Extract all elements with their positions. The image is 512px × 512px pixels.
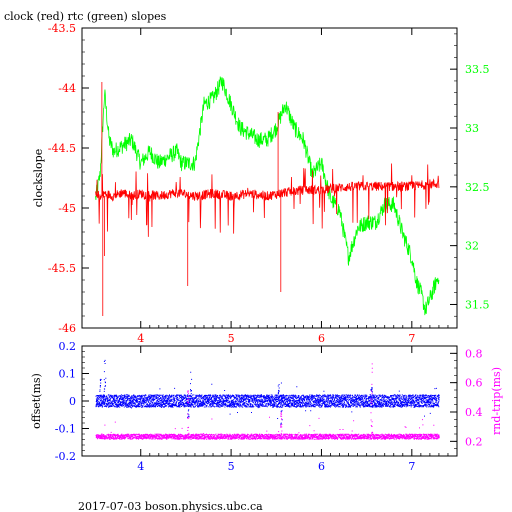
bottom-y-tick-label-left: 0.1 xyxy=(59,368,77,381)
top-panel: 4 5 6 7 -43.5 -44 -44.5 -45 -45.5 -46 33.5 33 32.5 32… xyxy=(32,22,490,345)
top-x-tick-label: 5 xyxy=(228,332,235,345)
bottom-series-group xyxy=(95,359,440,440)
top-y-tick-label-left: -46 xyxy=(58,322,76,335)
bottom-y-tick-label-left: 0.2 xyxy=(59,340,77,353)
top-plot-frame xyxy=(81,27,458,329)
rtc-series-line xyxy=(95,76,440,316)
bottom-y-tick-label-left: 0 xyxy=(69,395,76,408)
top-y-tick-label-right: 32.5 xyxy=(465,181,490,194)
bottom-x-tick-label: 5 xyxy=(228,460,235,473)
bottom-axes-group: 4 5 6 7 0.2 0.1 0 -0.1 -0.2 0.8 0.6 0.4 0.2 xyxy=(55,340,483,473)
top-y-tick-label-left: -43.5 xyxy=(48,22,76,35)
top-y-tick-label-right: 33 xyxy=(465,122,479,135)
bottom-y-tick-label-right: 0.6 xyxy=(465,377,483,390)
top-y-tick-label-left: -45 xyxy=(58,202,76,215)
bottom-y-tick-label-left: -0.1 xyxy=(55,423,76,436)
top-y-tick-label-right: 32 xyxy=(465,240,479,253)
top-y-tick-label-left: -45.5 xyxy=(48,262,76,275)
bottom-x-tick-label: 7 xyxy=(408,460,415,473)
rndtrip-series-points xyxy=(95,363,440,440)
offset-series-points xyxy=(95,359,440,425)
top-axes-group: 4 5 6 7 -43.5 -44 -44.5 -45 -45.5 -46 33.5 33 32.5 32… xyxy=(48,22,490,345)
bottom-ylabel-left: offset(ms) xyxy=(30,373,43,429)
bottom-x-tick-label: 6 xyxy=(318,460,325,473)
footer-text: 2017-07-03 boson.physics.ubc.ca xyxy=(78,500,263,512)
top-x-tick-label: 4 xyxy=(137,332,144,345)
clock-series-line xyxy=(95,82,440,316)
bottom-panel: 4 5 6 7 0.2 0.1 0 -0.1 -0.2 0.8 0.6 0.4 0.2 offset(m… xyxy=(30,340,503,473)
top-y-tick-label-right: 31.5 xyxy=(465,298,490,311)
bottom-y-tick-label-right: 0.2 xyxy=(465,435,483,448)
top-y-tick-label-left: -44.5 xyxy=(48,142,76,155)
bottom-ylabel-right: rnd-trip(ms) xyxy=(490,367,503,435)
top-ylabel: clockslope xyxy=(32,149,45,207)
bottom-y-tick-label-right: 0.4 xyxy=(465,406,483,419)
chart-title: clock (red) rtc (green) slopes xyxy=(4,10,167,23)
bottom-y-tick-label-right: 0.8 xyxy=(465,347,483,360)
top-x-tick-label: 7 xyxy=(408,332,415,345)
top-y-tick-label-left: -44 xyxy=(58,82,76,95)
bottom-y-tick-label-left: -0.2 xyxy=(55,450,76,463)
bottom-x-tick-label: 4 xyxy=(137,460,144,473)
top-y-tick-label-right: 33.5 xyxy=(465,63,490,76)
top-series-group xyxy=(95,76,440,316)
top-x-tick-label: 6 xyxy=(318,332,325,345)
